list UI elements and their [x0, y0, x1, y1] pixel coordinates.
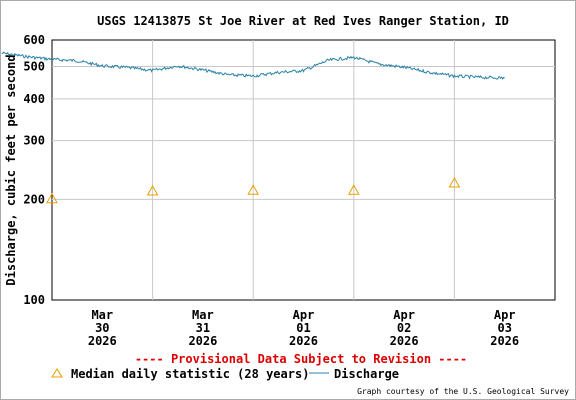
x-tick-month: Apr [293, 308, 315, 322]
x-tick-year: 2026 [188, 334, 217, 348]
median-point [347, 184, 360, 195]
median-point [46, 192, 58, 204]
x-tick-year: 2026 [289, 334, 318, 348]
x-tick-day: 02 [397, 321, 411, 335]
discharge-line [1, 51, 505, 80]
x-tick-day: 03 [497, 321, 511, 335]
x-tick-day: 31 [196, 321, 210, 335]
series-layer [1, 51, 505, 204]
x-axis-ticks: Mar302026Mar312026Apr012026Apr022026Apr0… [88, 308, 519, 348]
median-point [247, 184, 260, 195]
median-point [146, 184, 159, 196]
x-tick-year: 2026 [490, 334, 519, 348]
y-tick-label: 300 [23, 134, 45, 148]
legend-triangle-icon [51, 368, 63, 378]
y-axis-label: Discharge, cubic feet per second [4, 54, 18, 285]
usgs-credit: Graph courtesy of the U.S. Geological Su… [357, 387, 569, 396]
legend-discharge-label: Discharge [334, 367, 399, 381]
x-tick-year: 2026 [390, 334, 419, 348]
y-axis-ticks: 100 200 300 400 500 600 [23, 33, 45, 307]
y-tick-label: 100 [23, 293, 45, 307]
legend: Median daily statistic (28 years) Discha… [51, 367, 399, 381]
plot-area [51, 39, 556, 301]
x-tick-day: 01 [296, 321, 310, 335]
y-tick-label: 400 [23, 92, 45, 106]
provisional-notice: ---- Provisional Data Subject to Revisio… [135, 352, 467, 366]
legend-median-label: Median daily statistic (28 years) [71, 367, 309, 381]
x-tick-year: 2026 [88, 334, 117, 348]
chart-title: USGS 12413875 St Joe River at Red Ives R… [97, 14, 509, 28]
x-tick-month: Mar [91, 308, 113, 322]
y-tick-label: 600 [23, 33, 45, 47]
x-tick-month: Apr [393, 308, 415, 322]
x-tick-month: Mar [192, 308, 214, 322]
median-point [448, 176, 461, 188]
y-tick-label: 500 [23, 59, 45, 73]
y-tick-label: 200 [23, 192, 45, 206]
x-tick-month: Apr [494, 308, 516, 322]
x-tick-day: 30 [95, 321, 109, 335]
grid-lines [52, 40, 555, 300]
